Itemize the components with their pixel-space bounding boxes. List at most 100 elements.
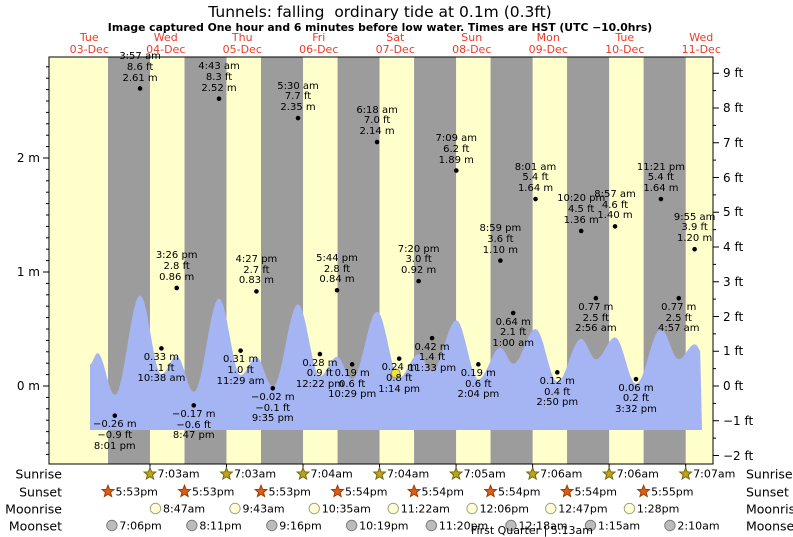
- y-axis-label-ft: 7 ft: [723, 135, 744, 150]
- tide-curve: [90, 295, 702, 430]
- y-axis-label-m: 1 m: [16, 265, 40, 279]
- tide-event-dot: [159, 346, 164, 351]
- tide-event-label-high: 8:59 pm 3.6 ft 1.10 m: [480, 223, 522, 256]
- y-axis-label-ft: 6 ft: [723, 170, 744, 185]
- tide-event-label-line: 6:18 am: [356, 104, 398, 116]
- date-weekday: Tue: [615, 31, 635, 44]
- tide-event-label-line: 8.3 ft: [205, 72, 233, 84]
- sunset-time: 5:53pm: [268, 485, 311, 498]
- moonset-circle-icon: [266, 519, 278, 532]
- tide-event-dot: [216, 96, 222, 102]
- y-axis-label-m: 0 m: [16, 379, 40, 393]
- tide-event-dot: [112, 413, 118, 418]
- tide-event-label-line: 1.4 ft: [418, 352, 446, 364]
- sunrise-time: 7:04am: [387, 467, 430, 481]
- moonrise-circle-icon: [387, 502, 399, 515]
- tide-event-label-line: 8:47 pm: [172, 430, 215, 442]
- moonset-time: 10:19pm: [359, 519, 409, 532]
- sunset-star-icon: [100, 483, 116, 498]
- tide-event-label-line: 1.64 m: [643, 183, 679, 195]
- tide-event-dot: [510, 310, 516, 316]
- moonset-time: 9:16pm: [279, 519, 322, 532]
- date-weekday: Tue: [79, 31, 99, 44]
- moonrise-circle-icon: [149, 502, 162, 515]
- tide-event-label-line: 1.10 m: [482, 244, 518, 256]
- sunset-star-icon: [406, 483, 422, 498]
- tide-event-label-line: 7.0 ft: [363, 115, 391, 127]
- sunrise-time: 7:03am: [233, 467, 277, 481]
- tide-event-label-line: 4:43 am: [198, 61, 240, 73]
- sunset-time: 5:54pm: [421, 485, 464, 498]
- date-label: Fri 06-Dec: [299, 32, 338, 55]
- tide-event-dot: [238, 348, 243, 353]
- tide-event-label-line: 3:32 pm: [615, 404, 657, 416]
- y-axis-label-ft: −1 ft: [723, 413, 754, 428]
- moon-phase-note: First Quarter | 5:13am: [471, 524, 593, 537]
- date-weekday: Sun: [461, 31, 483, 44]
- row-label-moonset-right: Moonset: [746, 518, 793, 533]
- y-axis-label-ft: 5 ft: [723, 205, 744, 220]
- date-value: 09-Dec: [528, 42, 568, 56]
- moonset-circle-icon: [584, 519, 597, 532]
- moonrise-circle-icon: [545, 502, 557, 515]
- tide-event-dot: [498, 258, 503, 263]
- tide-event-label-line: 3.6 ft: [487, 233, 514, 245]
- tide-event-dot: [137, 86, 143, 91]
- y-axis-label-ft: 8 ft: [723, 101, 744, 115]
- tide-event-label-low: 0.19 m 0.6 ft 2:04 pm: [457, 367, 499, 401]
- date-weekday: Wed: [689, 31, 714, 44]
- tide-event-label-high: 7:09 am 6.2 ft 1.89 m: [436, 133, 478, 166]
- sunset-star-icon: [483, 483, 498, 498]
- tide-event-dot: [676, 295, 682, 301]
- tide-event-label-line: 0.42 m: [414, 341, 450, 353]
- moonrise-circle-icon: [623, 502, 636, 515]
- tide-event-label-line: 0.92 m: [401, 265, 437, 277]
- tide-event-label-low: 0.24 m 0.8 ft 1:14 pm: [378, 362, 420, 395]
- tide-event-dot: [396, 356, 402, 361]
- tide-event-label-line: 0.19 m: [460, 367, 496, 379]
- tide-event-label-line: 0.6 ft: [465, 378, 492, 390]
- sunset-time: 5:53pm: [115, 485, 158, 498]
- tide-event-label-line: 1.36 m: [563, 215, 599, 227]
- tide-event-label-line: 2.35 m: [280, 102, 316, 114]
- tide-event-label-high: 10:20 pm 4.5 ft 1.36 m: [557, 194, 605, 226]
- moonrise-time: 10:35am: [321, 502, 371, 515]
- y-axis-label-ft: 9 ft: [723, 66, 744, 81]
- tide-event-label-line: 4:27 pm: [235, 253, 278, 265]
- moonset-circle-icon: [505, 519, 517, 532]
- row-label-moonset-left: Moonset: [8, 518, 62, 533]
- moonset-circle-icon: [345, 519, 358, 532]
- moonrise-time: 12:06pm: [479, 502, 529, 515]
- date-label: Wed 11-Dec: [682, 32, 721, 55]
- chart-title: Tunnels: falling ordinary tide at 0.1m (…: [208, 3, 552, 21]
- tide-event-label-line: 2.52 m: [201, 82, 237, 94]
- tide-event-label-line: 2.8 ft: [163, 261, 190, 273]
- tide-event-label-line: 4.6 ft: [601, 199, 629, 211]
- tide-event-dot: [334, 287, 340, 293]
- moonrise-time: 12:47pm: [558, 502, 608, 515]
- sunset-time: 5:55pm: [651, 485, 694, 498]
- sunrise-star-icon: [448, 466, 464, 481]
- tide-event-label-line: 0.4 ft: [544, 386, 571, 398]
- tide-event-label-high: 9:55 am 3.9 ft 1.20 m: [674, 212, 716, 245]
- sunset-star-icon: [330, 483, 345, 498]
- tide-event-label-line: 1.89 m: [438, 154, 474, 166]
- tide-event-label-low: 0.33 m 1.1 ft 10:38 am: [137, 352, 185, 385]
- sunrise-star-icon: [372, 466, 387, 481]
- y-axis-label-ft: 3 ft: [723, 274, 744, 289]
- tide-event-label-line: −0.26 m: [93, 419, 137, 431]
- tide-event-dot: [254, 289, 259, 294]
- sunset-star-icon: [636, 483, 651, 498]
- tide-event-label-line: 6.2 ft: [443, 143, 470, 155]
- tide-event-label-line: 2.7 ft: [243, 264, 270, 276]
- tide-event-label-line: 5.4 ft: [647, 172, 675, 184]
- sunset-star-icon: [177, 483, 192, 498]
- date-label: Tue 03-Dec: [70, 32, 109, 55]
- date-value: 11-Dec: [681, 42, 721, 56]
- moonset-time: 2:10am: [677, 519, 720, 532]
- sunset-star-icon: [253, 483, 269, 498]
- tide-event-dot: [612, 224, 618, 229]
- tide-event-label-line: 0.2 ft: [622, 393, 650, 405]
- moonrise-circle-icon: [229, 502, 241, 515]
